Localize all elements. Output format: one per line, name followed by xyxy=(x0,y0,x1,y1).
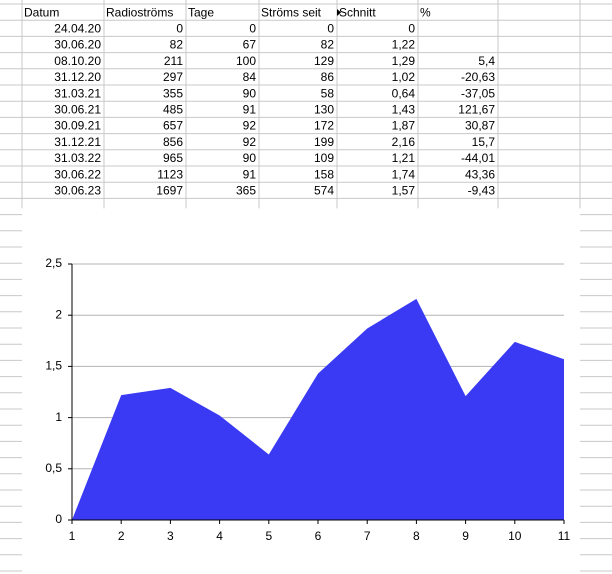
cell: 1,43 xyxy=(392,102,416,116)
cell: 365 xyxy=(236,183,256,197)
y-tick-label: 0,5 xyxy=(45,461,62,475)
cell: 2,16 xyxy=(392,135,416,149)
cell: 30.06.23 xyxy=(54,183,101,197)
cell: 0 xyxy=(176,21,183,35)
cell: 08.10.20 xyxy=(54,54,101,68)
header-cell: Ströms seit xyxy=(261,5,322,19)
cell: 30.09.21 xyxy=(54,119,101,133)
x-tick-label: 10 xyxy=(508,529,522,543)
cell: -9,43 xyxy=(468,183,496,197)
cell: 31.12.21 xyxy=(54,135,101,149)
cell: 0,64 xyxy=(392,86,416,100)
cell: 657 xyxy=(163,119,183,133)
cell: 86 xyxy=(321,70,335,84)
cell: 82 xyxy=(321,38,335,52)
cell: 82 xyxy=(170,38,184,52)
cell: 965 xyxy=(163,151,183,165)
cell: 355 xyxy=(163,86,183,100)
cell: 1123 xyxy=(157,167,183,181)
cell: 43,36 xyxy=(465,167,495,181)
cell: 58 xyxy=(321,86,335,100)
cell: 84 xyxy=(243,70,257,84)
x-tick-label: 5 xyxy=(265,529,272,543)
cell: 172 xyxy=(314,119,334,133)
x-tick-label: 3 xyxy=(167,529,174,543)
comment-indicator xyxy=(337,9,341,16)
cell: 91 xyxy=(243,167,257,181)
cell: 485 xyxy=(163,102,183,116)
x-tick-label: 8 xyxy=(413,529,420,543)
cell: 130 xyxy=(314,102,334,116)
cell: 30.06.21 xyxy=(54,102,101,116)
cell: 158 xyxy=(314,167,334,181)
cell: 90 xyxy=(243,86,257,100)
y-tick-label: 2 xyxy=(55,307,62,321)
cell: 92 xyxy=(243,119,257,133)
cell: 0 xyxy=(408,21,415,35)
cell: 5,4 xyxy=(478,54,495,68)
x-tick-label: 2 xyxy=(118,529,125,543)
cell: 129 xyxy=(314,54,334,68)
cell: 31.03.21 xyxy=(54,86,101,100)
cell: 109 xyxy=(314,151,334,165)
cell: 15,7 xyxy=(472,135,496,149)
y-tick-label: 2,5 xyxy=(45,256,62,270)
cell: -37,05 xyxy=(461,86,495,100)
cell: 91 xyxy=(243,102,257,116)
cell: -20,63 xyxy=(461,70,495,84)
cell: 92 xyxy=(243,135,257,149)
header-cell: Radioströms xyxy=(106,5,173,19)
y-tick-label: 0 xyxy=(55,512,62,526)
cell: 0 xyxy=(327,21,334,35)
header-cell: Schnitt xyxy=(339,5,376,19)
cell: 574 xyxy=(314,183,334,197)
cell: 297 xyxy=(163,70,183,84)
cell: 1,02 xyxy=(392,70,416,84)
cell: 199 xyxy=(314,135,334,149)
cell: 856 xyxy=(163,135,183,149)
y-tick-label: 1,5 xyxy=(45,359,62,373)
cell: 30.06.22 xyxy=(54,167,101,181)
cell: 0 xyxy=(249,21,256,35)
x-tick-label: 4 xyxy=(216,529,223,543)
cell: 1,29 xyxy=(392,54,416,68)
header-cell: % xyxy=(420,5,431,19)
area xyxy=(72,298,564,520)
x-tick-label: 11 xyxy=(558,529,571,543)
cell: 1,22 xyxy=(392,38,416,52)
cell: 30.06.20 xyxy=(54,38,101,52)
cell: -44,01 xyxy=(461,151,495,165)
x-tick-label: 9 xyxy=(462,529,469,543)
x-tick-label: 1 xyxy=(69,529,76,543)
cell: 67 xyxy=(243,38,257,52)
cell: 121,67 xyxy=(458,102,495,116)
y-tick-label: 1 xyxy=(55,410,62,424)
cell: 31.12.20 xyxy=(54,70,101,84)
cell: 31.03.22 xyxy=(54,151,101,165)
cell: 1,74 xyxy=(392,167,416,181)
cell: 1,21 xyxy=(392,151,416,165)
cell: 100 xyxy=(236,54,256,68)
x-tick-label: 6 xyxy=(315,529,322,543)
cell: 1,87 xyxy=(392,119,416,133)
cell: 30,87 xyxy=(465,119,495,133)
cell: 1697 xyxy=(156,183,183,197)
cell: 211 xyxy=(164,54,183,68)
header-cell: Tage xyxy=(188,5,214,19)
x-tick-label: 7 xyxy=(364,529,371,543)
cell: 1,57 xyxy=(392,183,416,197)
cell: 24.04.20 xyxy=(54,21,101,35)
header-cell: Datum xyxy=(24,5,59,19)
cell: 90 xyxy=(243,151,257,165)
